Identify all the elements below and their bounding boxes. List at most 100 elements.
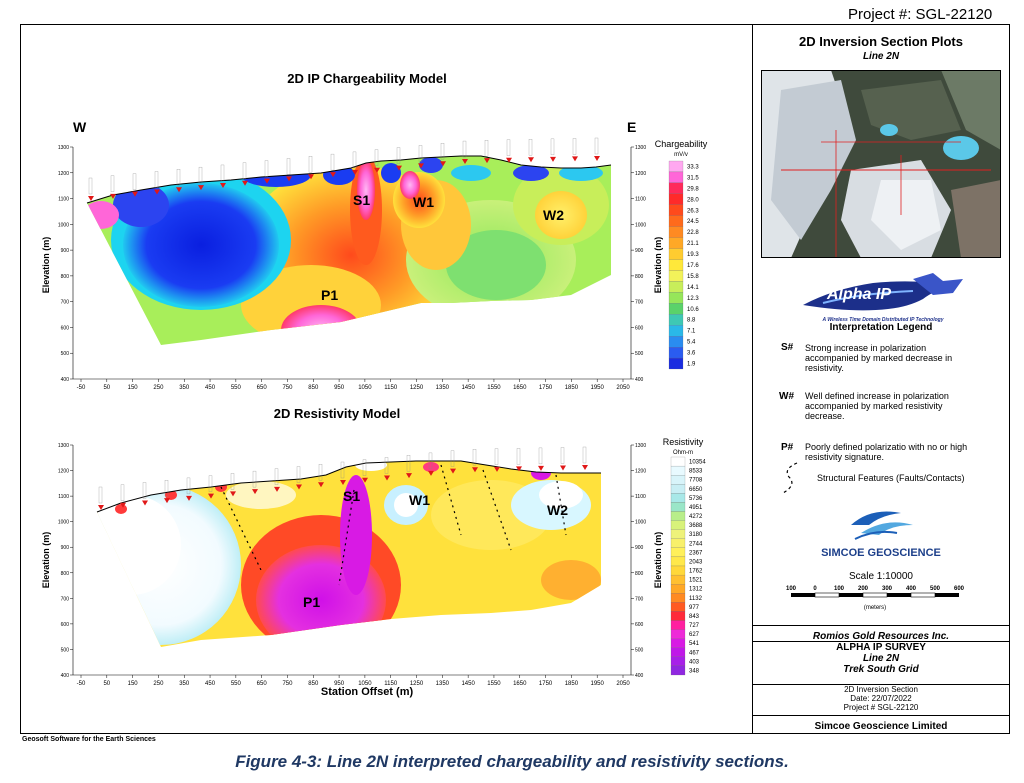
top-legend-swatch bbox=[668, 204, 684, 216]
direction-west: W bbox=[73, 119, 87, 135]
top-x-tick: 650 bbox=[257, 385, 268, 391]
project-number: Project #: SGL-22120 bbox=[848, 6, 993, 23]
bot-legend-swatch bbox=[670, 574, 686, 585]
simcoe-logo-text: SIMCOE GEOSCIENCE bbox=[821, 547, 941, 559]
top-station-marker bbox=[264, 178, 270, 184]
top-x-tick: 1450 bbox=[461, 385, 475, 391]
top-legend-swatch bbox=[668, 193, 684, 205]
bot-x-tick: 750 bbox=[282, 681, 293, 687]
top-legend-value: 17.6 bbox=[687, 263, 699, 269]
top-legend-swatch bbox=[668, 270, 684, 282]
resistivity-label-w2: W2 bbox=[547, 502, 568, 518]
scale-tick: 600 bbox=[954, 586, 965, 592]
top-y-tick-right: 1200 bbox=[635, 171, 646, 177]
top-station-marker bbox=[110, 193, 116, 199]
bot-legend-value: 5736 bbox=[689, 496, 703, 502]
bot-y-tick-right: 400 bbox=[635, 673, 644, 679]
top-y-tick-left: 700 bbox=[61, 300, 70, 306]
bot-y-tick-right: 1300 bbox=[635, 443, 646, 449]
bot-x-tick: 850 bbox=[308, 681, 319, 687]
bot-legend-value: 3180 bbox=[689, 532, 703, 538]
bot-y-tick-right: 500 bbox=[635, 647, 644, 653]
top-y-tick-left: 600 bbox=[61, 325, 70, 331]
top-y-tick-left: 800 bbox=[61, 274, 70, 280]
top-legend-swatch bbox=[668, 171, 684, 183]
bot-y-tick-right: 700 bbox=[635, 596, 644, 602]
legend-key-p: P# bbox=[781, 442, 794, 453]
bot-station-marker bbox=[362, 477, 368, 483]
bot-x-tick: 1450 bbox=[461, 681, 475, 687]
section-plots: 2D IP Chargeability Model W E 1300 1300 12… bbox=[41, 71, 708, 698]
resistivity-y-ticks: 1300 1300 1200 1200 1100 1100 1000 1000 900 900 80… bbox=[58, 443, 646, 679]
top-station-marker bbox=[88, 196, 94, 201]
top-x-tick: 850 bbox=[308, 385, 319, 391]
chargeability-title: 2D IP Chargeability Model bbox=[287, 71, 446, 86]
simcoe-logo bbox=[851, 511, 913, 540]
top-legend-swatch bbox=[668, 182, 684, 194]
bot-station-marker bbox=[428, 470, 434, 476]
bot-station-marker bbox=[560, 465, 566, 471]
bot-y-tick-left: 600 bbox=[61, 622, 70, 628]
bot-station-marker bbox=[582, 465, 588, 470]
resistivity-axes bbox=[72, 445, 632, 676]
scale-tick: 100 bbox=[834, 586, 845, 592]
top-x-tick: 1050 bbox=[358, 385, 372, 391]
chargeability-axes bbox=[72, 147, 632, 380]
alpha-ip-logo: Alpha IP A Wireless Time Domain Distribu… bbox=[803, 273, 963, 323]
top-station-marker bbox=[330, 172, 336, 178]
alpha-ip-logo-tagline: A Wireless Time Domain Distributed IP Te… bbox=[822, 317, 944, 323]
resistivity-fault-lines bbox=[220, 464, 567, 586]
top-legend-swatch bbox=[668, 160, 684, 173]
bot-legend-swatch bbox=[670, 493, 686, 503]
scale-tick: 200 bbox=[858, 586, 869, 592]
bot-x-tick: 1650 bbox=[513, 681, 527, 687]
top-x-tick: 750 bbox=[282, 385, 293, 391]
top-legend-value: 19.3 bbox=[687, 252, 699, 258]
top-x-tick: 950 bbox=[334, 385, 345, 391]
top-legend-value: 28.0 bbox=[687, 197, 699, 203]
bot-legend-value: 348 bbox=[689, 668, 700, 674]
bot-y-tick-left: 500 bbox=[61, 647, 70, 653]
resistivity-section bbox=[97, 461, 601, 647]
bot-station-marker bbox=[98, 505, 104, 510]
top-y-tick-right: 600 bbox=[635, 325, 644, 331]
top-legend-swatch bbox=[668, 357, 684, 370]
top-legend-swatch bbox=[668, 237, 684, 249]
top-station-marker bbox=[176, 187, 182, 193]
top-x-tick: -50 bbox=[77, 385, 86, 391]
top-legend-value: 22.8 bbox=[687, 230, 699, 236]
bot-station-marker bbox=[230, 491, 236, 497]
top-station-marker bbox=[418, 163, 424, 169]
chargeability-label-s1: S1 bbox=[353, 192, 370, 208]
client-name: Romios Gold Resources Inc. bbox=[812, 631, 950, 642]
top-legend-value: 3.6 bbox=[687, 351, 696, 357]
top-legend-swatch bbox=[668, 226, 684, 238]
scale-tick: 100 bbox=[786, 586, 797, 592]
top-station-marker bbox=[528, 157, 534, 163]
software-credit: Geosoft Software for the Earth Sciences bbox=[22, 736, 156, 743]
bot-legend-value: 10354 bbox=[689, 460, 706, 466]
bot-legend-swatch bbox=[670, 556, 686, 567]
top-station-marker bbox=[374, 167, 380, 173]
bot-x-tick: -50 bbox=[77, 681, 86, 687]
top-legend-swatch bbox=[668, 314, 684, 326]
legend-key-w: W# bbox=[779, 391, 794, 402]
resistivity-x-ticks: -50 50 150 250 350 450 550 650 750 850 950 1050 1150… bbox=[77, 675, 630, 687]
scale-tick: 400 bbox=[906, 586, 917, 592]
top-station-marker bbox=[308, 174, 314, 180]
chargeability-y-ticks: 1300 1300 1200 1200 1100 1100 1000 1000 900 900 80… bbox=[58, 145, 646, 383]
top-legend-value: 1.9 bbox=[687, 362, 696, 368]
resistivity-xlabel: Station Offset (m) bbox=[321, 686, 414, 698]
scale-bar: 100 0 100 200 300 400 500 600 (meters) bbox=[786, 586, 965, 611]
bot-legend-swatch bbox=[670, 502, 686, 512]
bot-legend-swatch bbox=[670, 538, 686, 548]
bot-legend-swatch bbox=[670, 629, 686, 639]
bot-y-tick-right: 600 bbox=[635, 622, 644, 628]
top-x-tick: 250 bbox=[153, 385, 164, 391]
bot-station-marker bbox=[450, 468, 456, 474]
chargeability-ylabel: Elevation (m) bbox=[41, 237, 51, 294]
survey-name: ALPHA IP SURVEY bbox=[836, 642, 926, 653]
bot-station-marker bbox=[164, 498, 170, 504]
legend-text-w: Well defined increase in polarization ac… bbox=[805, 391, 949, 421]
top-legend-value: 33.3 bbox=[687, 164, 699, 170]
